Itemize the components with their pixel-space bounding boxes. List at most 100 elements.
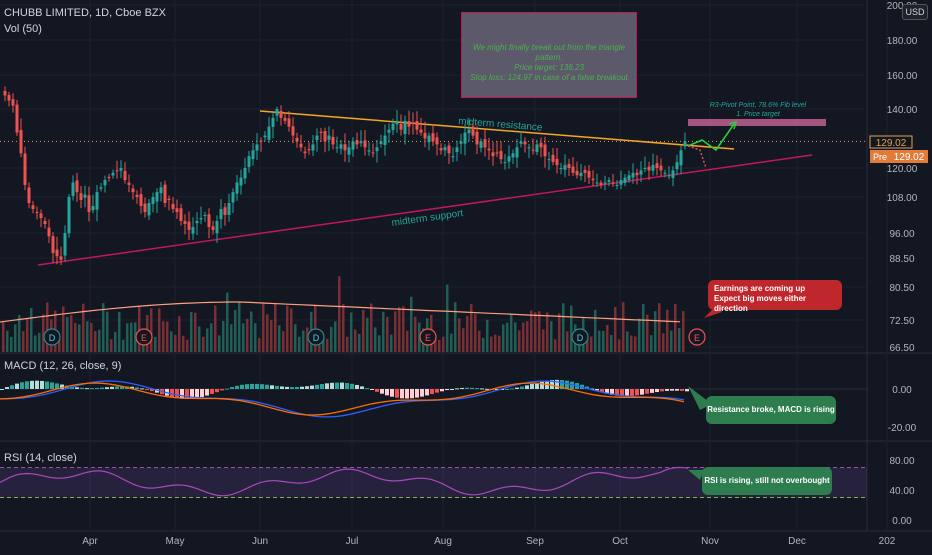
macd-hist-bar: [320, 384, 324, 389]
candle-body: [79, 193, 83, 200]
candle: [239, 169, 243, 195]
pre-market-price: 129.02: [894, 152, 925, 163]
candle-body: [39, 213, 43, 218]
candle: [279, 105, 283, 126]
volume-bar: [322, 335, 325, 352]
macd-hist-bar: [600, 389, 604, 393]
candle: [171, 197, 175, 214]
macd-hist-bar: [310, 385, 314, 389]
macd-hist-bar: [10, 385, 14, 389]
macd-hist-bar: [635, 389, 639, 396]
candle: [235, 174, 239, 201]
candle-body: [527, 147, 531, 149]
candle-body: [319, 131, 323, 133]
macd-hist-bar: [620, 389, 624, 397]
macd-hist-bar: [390, 389, 394, 397]
candle-body: [643, 168, 647, 169]
candle-body: [623, 177, 627, 183]
candle: [663, 169, 667, 178]
volume-bar: [346, 336, 349, 352]
volume-bar: [14, 324, 17, 352]
candle: [247, 150, 251, 173]
macd-hist-bar: [285, 386, 289, 389]
volume-bar: [218, 335, 221, 352]
price-tick-label: 140.00: [887, 105, 918, 116]
candle: [167, 195, 171, 211]
macd-note: Resistance broke, MACD is rising: [706, 396, 836, 424]
macd-hist-bar: [455, 388, 459, 390]
macd-hist-bar: [80, 387, 84, 389]
volume-bar: [350, 312, 353, 352]
macd-hist-bar: [385, 389, 389, 396]
candle: [339, 139, 343, 155]
candle: [407, 110, 411, 135]
candle: [83, 185, 87, 208]
candle-body: [267, 126, 271, 140]
candle-body: [59, 256, 63, 260]
macd-hist-bar: [195, 389, 199, 399]
candle: [623, 174, 627, 187]
macd-hist-bar: [175, 389, 179, 399]
macd-hist-bar: [465, 387, 469, 389]
candle: [347, 140, 351, 163]
candle: [487, 137, 491, 160]
candle: [383, 124, 387, 156]
volume-bar: [98, 329, 101, 352]
currency-button[interactable]: USD: [902, 4, 928, 20]
candle: [75, 172, 79, 202]
candle-body: [555, 158, 559, 166]
volume-bar: [274, 303, 277, 352]
macd-hist-bar: [235, 385, 239, 389]
candle: [123, 162, 127, 184]
candle-body: [295, 137, 299, 142]
candle-body: [347, 147, 351, 155]
time-axis-label: Jun: [252, 536, 268, 547]
candle-body: [279, 110, 283, 118]
macd-hist-bar: [570, 381, 574, 389]
macd-hist-bar: [565, 380, 569, 389]
volume-bar: [46, 302, 49, 352]
candle-body: [547, 159, 551, 161]
volume-bar: [506, 322, 509, 352]
candle: [635, 168, 639, 185]
volume-bar: [670, 330, 673, 352]
volume-bar: [662, 333, 665, 352]
candle-body: [311, 144, 315, 151]
candle-body: [479, 141, 483, 148]
volume-bar: [598, 330, 601, 352]
volume-bar: [566, 331, 569, 352]
candle: [63, 225, 67, 262]
macd-title: MACD (12, 26, close, 9): [4, 360, 122, 372]
macd-hist-bar: [230, 387, 234, 389]
volume-bar: [214, 305, 217, 352]
volume-bar: [374, 327, 377, 352]
volume-bar: [2, 321, 5, 352]
candle: [71, 175, 75, 201]
volume-bar: [206, 328, 209, 352]
volume-bar: [658, 303, 661, 352]
candle: [515, 139, 519, 168]
candle-body: [475, 131, 479, 145]
candle: [667, 166, 671, 180]
volume-bar: [162, 321, 165, 352]
volume-bar: [86, 321, 89, 352]
target-note-line-2: 1. Price target: [736, 111, 781, 118]
candle-body: [411, 122, 415, 124]
volume-bar: [278, 325, 281, 352]
candle-body: [619, 180, 623, 185]
candle: [359, 130, 363, 147]
candle-body: [43, 220, 47, 224]
volume-bar: [410, 296, 413, 352]
macd-hist-bar: [95, 387, 99, 389]
volume-bar: [126, 323, 129, 352]
macd-hist-bar: [305, 386, 309, 389]
volume-bar: [178, 316, 181, 352]
volume-bar: [238, 302, 241, 352]
macd-hist-bar: [115, 386, 119, 389]
candle-body: [227, 203, 231, 215]
volume-bar: [642, 303, 645, 352]
volume-bar: [446, 284, 449, 352]
macd-hist-bar: [275, 385, 279, 389]
macd-hist-bar: [295, 387, 299, 389]
candle: [675, 154, 679, 176]
